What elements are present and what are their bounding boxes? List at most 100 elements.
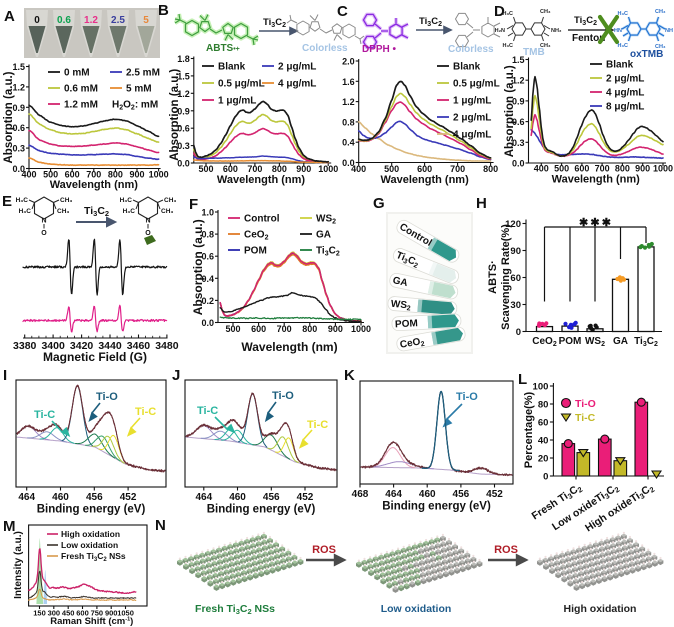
svg-text:A: A bbox=[4, 8, 15, 25]
svg-text:Ti3C2: Ti3C2 bbox=[263, 17, 286, 29]
svg-text:0 mM: 0 mM bbox=[64, 68, 90, 79]
svg-text:POM: POM bbox=[395, 318, 418, 330]
svg-text:450: 450 bbox=[62, 609, 75, 618]
svg-text:700: 700 bbox=[277, 324, 292, 334]
svg-text:464: 464 bbox=[385, 489, 402, 500]
svg-text:0: 0 bbox=[543, 472, 548, 483]
svg-text:0.8: 0.8 bbox=[201, 230, 214, 240]
svg-text:Magnetic Field (G): Magnetic Field (G) bbox=[43, 350, 147, 364]
svg-text:0.9: 0.9 bbox=[12, 103, 25, 113]
svg-text:400: 400 bbox=[534, 164, 549, 174]
svg-text:0.3: 0.3 bbox=[512, 138, 525, 148]
svg-text:1000: 1000 bbox=[318, 164, 338, 174]
svg-text:0.0: 0.0 bbox=[177, 159, 190, 169]
svg-text:500: 500 bbox=[198, 164, 213, 174]
svg-text:Colorless: Colorless bbox=[448, 44, 494, 55]
svg-text:ROS: ROS bbox=[312, 544, 336, 556]
svg-text:600: 600 bbox=[76, 609, 89, 618]
svg-text:460: 460 bbox=[229, 492, 246, 503]
svg-text:1.2 mM: 1.2 mM bbox=[64, 100, 98, 111]
svg-text:Colorless: Colorless bbox=[302, 43, 348, 54]
svg-text:1000: 1000 bbox=[351, 324, 371, 334]
svg-text:1.2: 1.2 bbox=[177, 89, 190, 99]
svg-text:NH₂: NH₂ bbox=[551, 28, 562, 34]
svg-text:800: 800 bbox=[302, 324, 317, 334]
svg-text:F: F bbox=[189, 196, 198, 213]
svg-text:468: 468 bbox=[352, 489, 369, 500]
svg-text:Blank: Blank bbox=[218, 62, 246, 73]
svg-text:4 μg/mL: 4 μg/mL bbox=[606, 88, 644, 99]
svg-text:2 μg/mL: 2 μg/mL bbox=[453, 113, 491, 124]
svg-text:Absorption (a.u.): Absorption (a.u.) bbox=[191, 219, 205, 315]
svg-text:CH₃: CH₃ bbox=[540, 43, 551, 49]
svg-text:0.4: 0.4 bbox=[342, 138, 355, 148]
svg-text:1 μg/mL: 1 μg/mL bbox=[453, 96, 491, 107]
svg-text:460: 460 bbox=[52, 492, 69, 503]
svg-text:POM: POM bbox=[244, 246, 267, 257]
svg-text:600: 600 bbox=[223, 164, 238, 174]
svg-text:2 μg/mL: 2 μg/mL bbox=[278, 62, 316, 73]
svg-text:1000: 1000 bbox=[653, 164, 673, 174]
svg-text:0.6: 0.6 bbox=[201, 252, 214, 262]
svg-text:Binding energy (eV): Binding energy (eV) bbox=[382, 501, 491, 513]
svg-text:456: 456 bbox=[86, 492, 103, 503]
svg-text:4 μg/mL: 4 μg/mL bbox=[278, 79, 316, 90]
svg-text:NH: NH bbox=[665, 28, 673, 34]
svg-text:1.6: 1.6 bbox=[342, 77, 355, 87]
svg-text:ABTS·: ABTS· bbox=[487, 260, 499, 294]
svg-text:452: 452 bbox=[486, 489, 503, 500]
svg-text:0.0: 0.0 bbox=[12, 164, 25, 174]
svg-text:4 μg/mL: 4 μg/mL bbox=[453, 130, 491, 141]
svg-text:Binding energy (eV): Binding energy (eV) bbox=[37, 504, 146, 516]
svg-text:30: 30 bbox=[510, 300, 521, 311]
svg-text:N: N bbox=[155, 517, 166, 534]
svg-text:Low oxidation: Low oxidation bbox=[61, 540, 118, 550]
svg-text:900: 900 bbox=[635, 164, 650, 174]
svg-text:500: 500 bbox=[384, 164, 399, 174]
svg-text:460: 460 bbox=[419, 489, 436, 500]
svg-text:H₃C: H₃C bbox=[19, 208, 32, 215]
svg-text:H₃C: H₃C bbox=[16, 197, 29, 204]
svg-text:Blank: Blank bbox=[606, 60, 634, 71]
svg-text:8 μg/mL: 8 μg/mL bbox=[606, 102, 644, 113]
svg-text:800: 800 bbox=[272, 164, 287, 174]
svg-text:2.0: 2.0 bbox=[342, 57, 355, 67]
svg-text:CH₃: CH₃ bbox=[164, 197, 176, 204]
svg-text:900: 900 bbox=[328, 324, 343, 334]
svg-text:Raman Shift (cm-1): Raman Shift (cm-1) bbox=[50, 616, 133, 627]
svg-text:90: 90 bbox=[510, 246, 521, 257]
svg-text:1.2: 1.2 bbox=[512, 76, 525, 86]
svg-text:0.6: 0.6 bbox=[177, 124, 190, 134]
svg-text:Percentage(%): Percentage(%) bbox=[523, 391, 535, 468]
svg-text:3440: 3440 bbox=[98, 340, 122, 352]
svg-text:0: 0 bbox=[34, 15, 40, 26]
svg-text:1.0: 1.0 bbox=[201, 208, 214, 218]
svg-text:Ti-C: Ti-C bbox=[307, 419, 328, 431]
svg-text:✱ ✱ ✱: ✱ ✱ ✱ bbox=[579, 217, 611, 229]
svg-text:ABTS•+: ABTS•+ bbox=[206, 43, 240, 54]
svg-text:Wavelength (nm): Wavelength (nm) bbox=[217, 174, 306, 186]
svg-text:GA: GA bbox=[316, 230, 331, 241]
svg-text:Binding energy (eV): Binding energy (eV) bbox=[207, 504, 316, 516]
svg-text:N: N bbox=[145, 218, 150, 225]
svg-text:1.5: 1.5 bbox=[177, 71, 190, 81]
svg-text:500: 500 bbox=[43, 170, 58, 180]
svg-text:Ti3C2: Ti3C2 bbox=[419, 16, 442, 28]
svg-text:CH₃: CH₃ bbox=[161, 208, 173, 215]
svg-text:0: 0 bbox=[516, 327, 521, 338]
svg-text:Wavelength (nm): Wavelength (nm) bbox=[241, 340, 337, 354]
svg-text:Ti-O: Ti-O bbox=[575, 398, 596, 410]
svg-text:M: M bbox=[3, 518, 16, 535]
svg-text:300: 300 bbox=[48, 609, 61, 618]
svg-text:H₃C: H₃C bbox=[503, 11, 514, 17]
svg-text:WS2: WS2 bbox=[390, 299, 411, 313]
svg-text:Fresh Ti3C2 NSs: Fresh Ti3C2 NSs bbox=[61, 551, 126, 563]
svg-text:Ti-C: Ti-C bbox=[34, 409, 55, 421]
svg-text:0.8: 0.8 bbox=[342, 117, 355, 127]
svg-text:I: I bbox=[3, 367, 7, 384]
svg-text:700: 700 bbox=[450, 164, 465, 174]
svg-text:CH₃: CH₃ bbox=[655, 9, 666, 15]
svg-text:Ti3C2: Ti3C2 bbox=[634, 336, 658, 348]
svg-text:B: B bbox=[158, 2, 169, 19]
svg-text:600: 600 bbox=[417, 164, 432, 174]
